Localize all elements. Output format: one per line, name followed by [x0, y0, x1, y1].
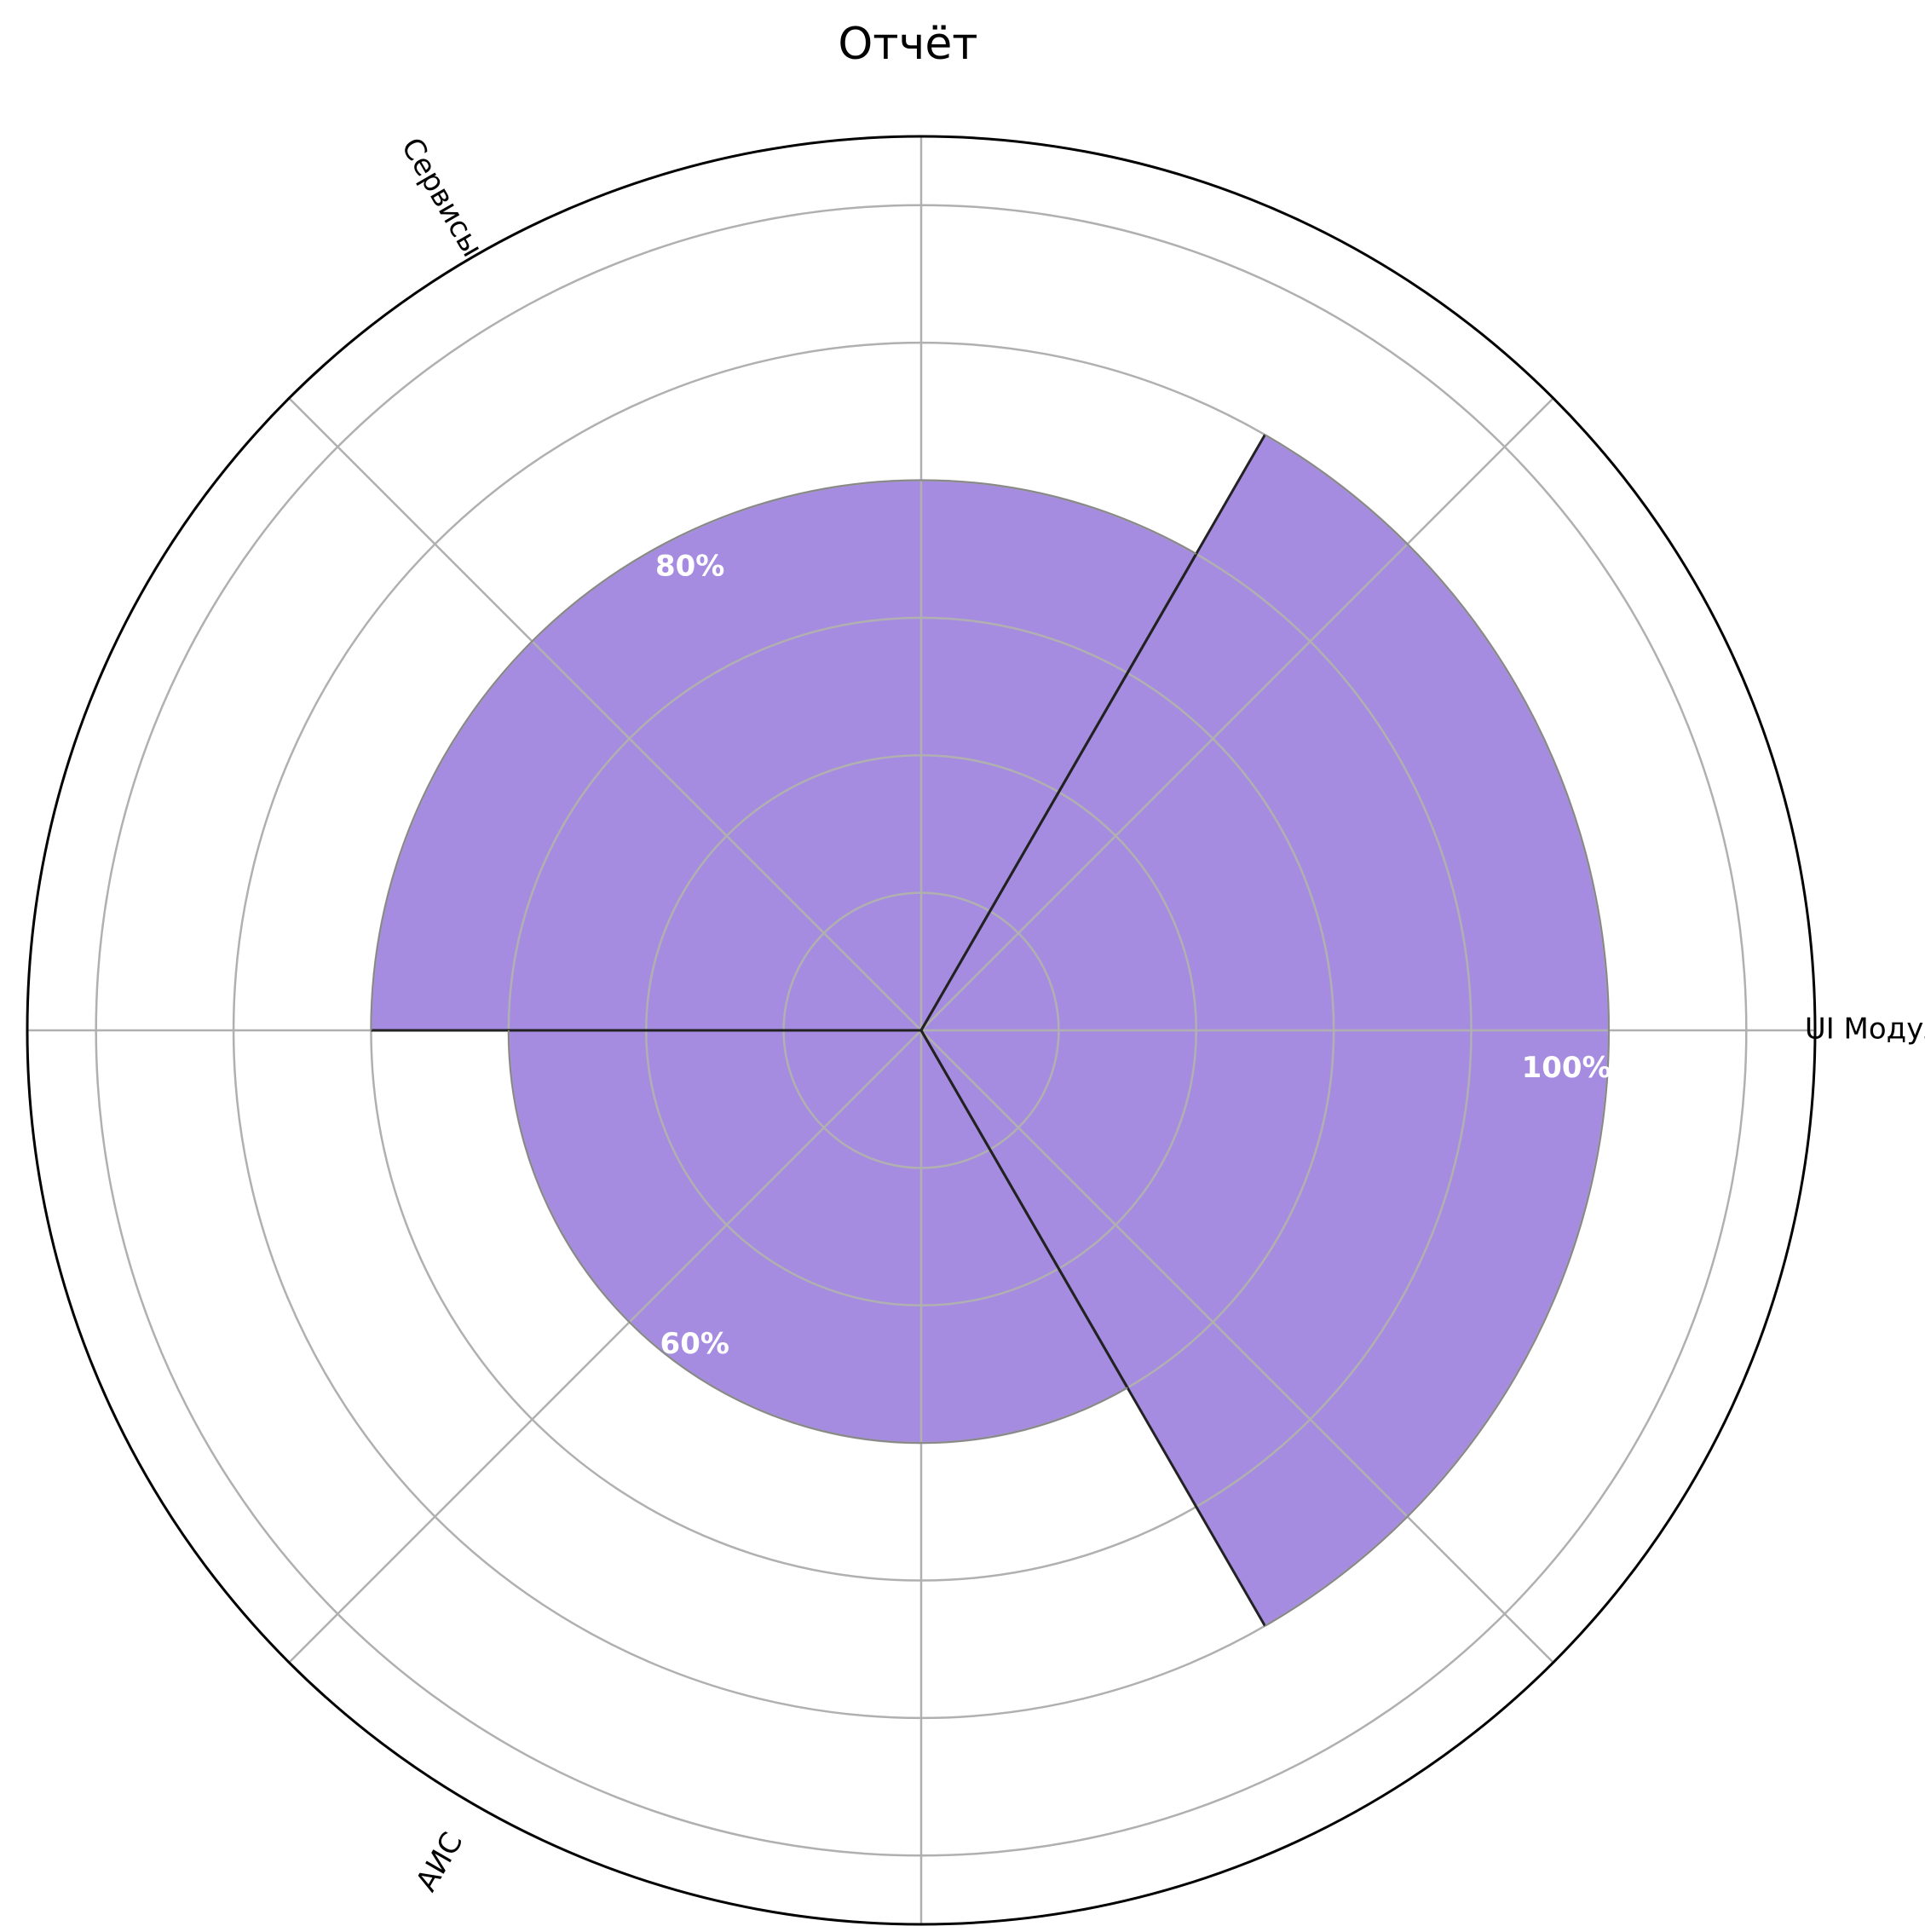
bar-arc-3 [507, 1029, 1128, 1445]
theta-gridline-6 [288, 1029, 922, 1664]
edges-layer [370, 434, 1610, 1627]
theta-gridline-4 [288, 397, 922, 1031]
category-label-1: UI Модуля [1805, 1012, 1925, 1047]
value-label-3: 60% [660, 1327, 729, 1361]
bar-3 [508, 1030, 1128, 1444]
theta-gridline-8 [920, 1029, 1554, 1664]
theta-gridline-2 [920, 397, 1554, 1031]
bar-arc-2 [370, 479, 1197, 1031]
value-label-2: 80% [655, 550, 724, 584]
polar-outer-frame [26, 135, 1817, 1926]
bar-arc-1 [1264, 434, 1610, 1627]
category-label-3: АИС [409, 1826, 470, 1897]
chart-title: Отчёт [838, 19, 978, 70]
bar-edge-start-2 [919, 553, 1198, 1031]
category-label-2: Сервисы [395, 132, 490, 262]
bar-2 [371, 480, 1196, 1030]
value-label-1: 100% [1522, 1051, 1611, 1085]
bar-edge-end-3 [919, 1029, 1129, 1389]
